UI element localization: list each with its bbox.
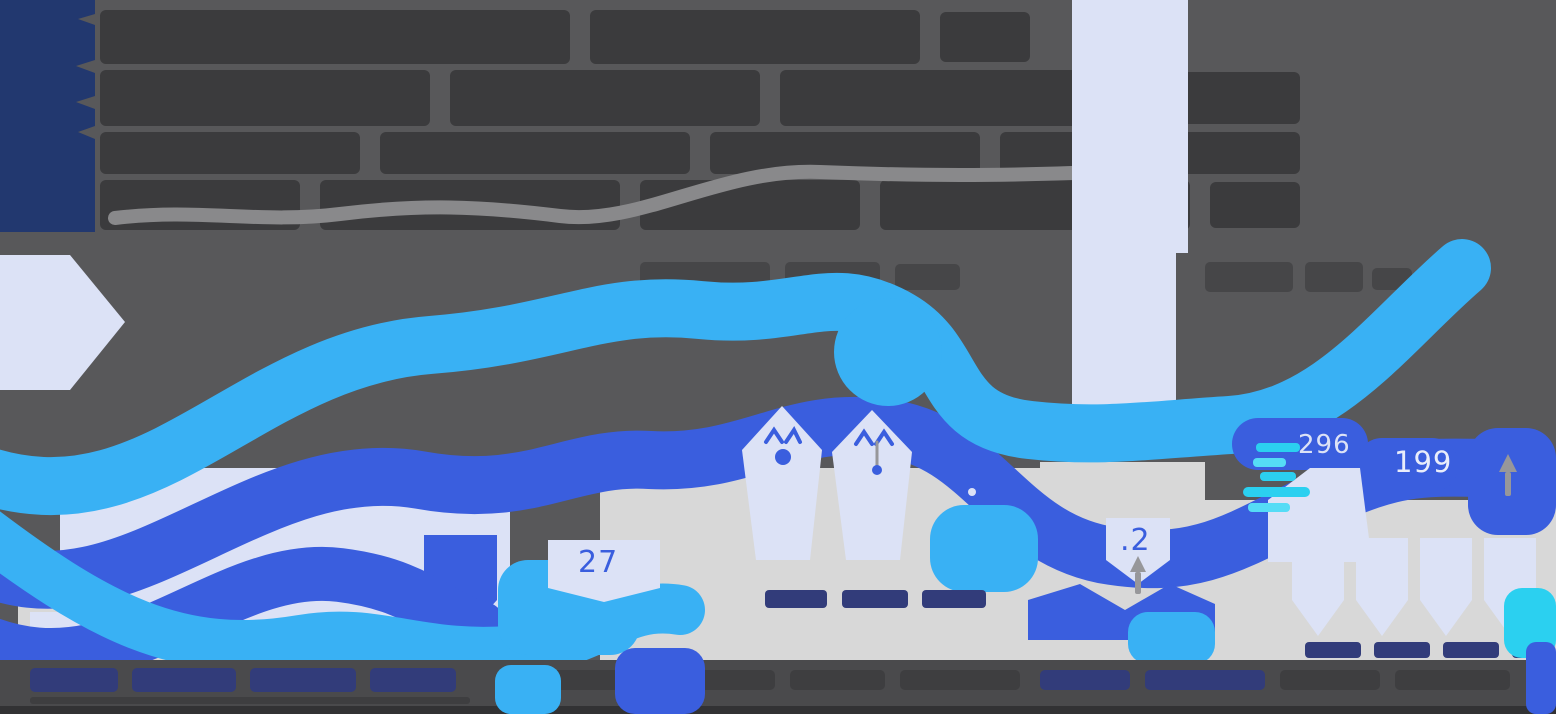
- highlight-column: [1072, 0, 1188, 452]
- right-bar-row: [1292, 538, 1536, 636]
- pin-arrow-icon: [1130, 556, 1146, 572]
- gauge-ticks-right: [854, 428, 894, 446]
- value-pentagon-27: [548, 540, 660, 602]
- cyan-corner-blob: [1504, 588, 1556, 658]
- lightblue-knot: [834, 298, 942, 406]
- line-endpoint-dot: [961, 481, 983, 503]
- gauge-humps: [742, 406, 912, 560]
- lightblue-ribbon: [0, 239, 1491, 516]
- value-pentagon-dot2: [1106, 518, 1170, 594]
- footer-overlap-blobs: [495, 588, 1556, 714]
- column-chart-lower-band: [1028, 584, 1215, 664]
- header-divider-squiggle: [108, 164, 1147, 225]
- lavender-pentagon-blob: [0, 255, 125, 390]
- redacted-header-text: [100, 10, 1300, 230]
- gauge-ticks-left: [764, 426, 802, 444]
- royal-ribbon-lower: [0, 546, 507, 683]
- lightblue-blob: [930, 505, 1038, 592]
- sidebar-accent-strip: [0, 0, 95, 232]
- gauge-joint-dot: [775, 449, 791, 465]
- equalizer-stripes: [1243, 427, 1312, 512]
- lavender-pentagon-right: [1268, 468, 1372, 562]
- footer-band: [0, 660, 1556, 714]
- right-pin-arrow-icon: [1499, 454, 1517, 496]
